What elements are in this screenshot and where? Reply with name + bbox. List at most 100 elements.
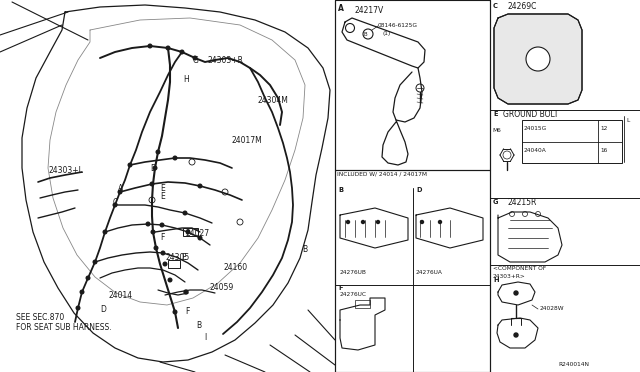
Circle shape [173,156,177,160]
Text: F: F [185,308,189,317]
Circle shape [148,44,152,48]
Circle shape [183,211,187,215]
Circle shape [149,197,155,203]
Circle shape [153,166,157,170]
Text: 24017M: 24017M [232,135,263,144]
Circle shape [173,310,177,314]
Circle shape [189,159,195,165]
Text: 24028W: 24028W [540,305,564,311]
Bar [183,228,198,236]
Text: E: E [160,183,164,192]
Text: A: A [118,183,124,192]
Text: E: E [493,111,497,117]
Text: G: G [493,199,499,205]
Text: M6: M6 [492,128,500,132]
Circle shape [103,230,107,234]
Circle shape [166,46,170,50]
Bar [522,120,622,163]
Bar [355,300,370,308]
Text: D: D [150,164,156,173]
Text: F: F [338,285,342,291]
Text: 24269C: 24269C [508,1,538,10]
Circle shape [86,276,90,280]
Text: 24027: 24027 [185,228,209,237]
Text: R240014N: R240014N [558,362,589,366]
Circle shape [198,236,202,240]
Text: GROUND BOLT: GROUND BOLT [503,109,558,119]
Text: 24160: 24160 [223,263,247,273]
Text: 24305: 24305 [166,253,190,263]
Circle shape [184,290,188,294]
Circle shape [186,230,190,234]
Text: F: F [160,232,164,241]
Text: H: H [493,277,499,283]
Circle shape [156,150,160,154]
Circle shape [222,189,228,195]
Text: B: B [363,32,367,36]
Text: SEE SEC.870: SEE SEC.870 [16,314,64,323]
Text: 24276UC: 24276UC [340,292,367,298]
Text: 12: 12 [600,125,607,131]
Circle shape [80,290,84,294]
Circle shape [416,84,424,92]
Text: D: D [416,187,422,193]
Text: E: E [181,253,186,262]
Circle shape [146,222,150,226]
Text: INCLUDED W/ 24014 / 24017M: INCLUDED W/ 24014 / 24017M [337,171,427,176]
Text: <COMPONENT OF: <COMPONENT OF [493,266,546,270]
Text: 24304M: 24304M [258,96,289,105]
Bar [168,260,180,268]
Circle shape [163,262,167,266]
Circle shape [160,223,164,227]
Circle shape [526,47,550,71]
Circle shape [514,291,518,295]
Circle shape [514,333,518,337]
Text: 24276UB: 24276UB [340,269,367,275]
Text: 08146-6125G: 08146-6125G [378,22,418,28]
Text: B: B [338,187,343,193]
Text: E: E [160,192,164,201]
Circle shape [193,56,197,60]
Text: 24303+L: 24303+L [48,166,83,174]
Circle shape [420,221,424,224]
Bar [335,170,490,372]
Text: (1): (1) [383,31,391,35]
Circle shape [128,163,132,167]
Text: L: L [626,118,629,122]
Text: C: C [493,3,498,9]
Text: G: G [193,55,199,64]
Text: 24059: 24059 [210,283,234,292]
Circle shape [237,219,243,225]
Circle shape [180,50,184,54]
Circle shape [154,246,158,250]
Text: 24276UA: 24276UA [416,269,443,275]
Circle shape [113,203,117,207]
Text: D: D [100,305,106,314]
Text: 24303+R>: 24303+R> [493,273,525,279]
Circle shape [168,278,172,282]
Text: 16: 16 [600,148,607,153]
Polygon shape [494,14,582,104]
Circle shape [346,221,349,224]
Text: 24215R: 24215R [508,198,538,206]
Circle shape [362,221,365,224]
Text: FOR SEAT SUB HARNESS.: FOR SEAT SUB HARNESS. [16,324,111,333]
Text: 24014: 24014 [108,291,132,299]
Text: 24217V: 24217V [355,6,384,15]
Bar [335,0,490,170]
Text: B: B [302,246,307,254]
Text: C: C [113,198,118,206]
Circle shape [76,306,80,310]
Text: B: B [196,321,201,330]
Text: 24303+R: 24303+R [207,55,243,64]
Circle shape [198,184,202,188]
Circle shape [118,190,122,194]
Text: 24015G: 24015G [524,125,547,131]
Text: 24040A: 24040A [524,148,547,153]
Circle shape [438,221,442,224]
Text: H: H [183,74,189,83]
Circle shape [150,182,154,186]
Circle shape [151,230,155,234]
Text: A: A [338,3,344,13]
Circle shape [376,221,380,224]
